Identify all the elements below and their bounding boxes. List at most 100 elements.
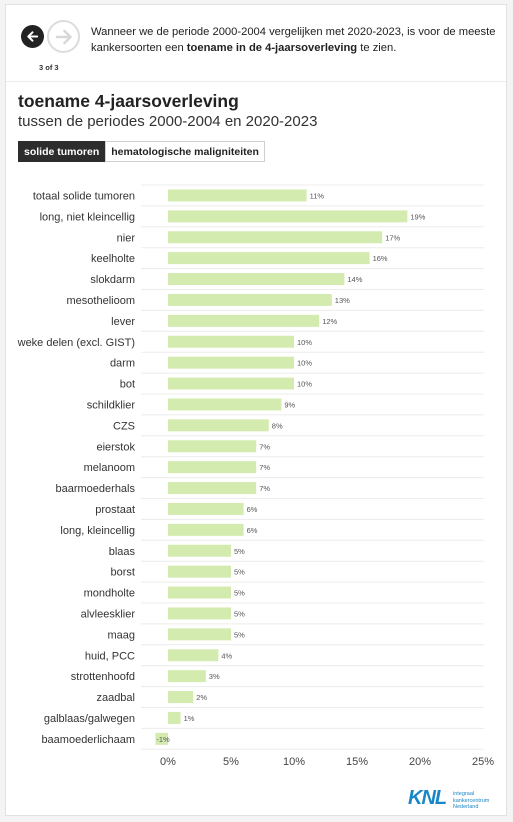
x-tick-label: 0% <box>160 756 176 768</box>
category-label: long, niet kleincellig <box>40 211 135 223</box>
bar <box>168 711 181 724</box>
bar <box>168 586 231 599</box>
value-label: 19% <box>410 212 425 221</box>
intro-text-after: te zien. <box>357 42 397 54</box>
category-label: maag <box>107 629 135 641</box>
value-label: 13% <box>335 296 350 305</box>
bar <box>168 314 320 327</box>
previous-button[interactable] <box>21 25 44 48</box>
value-label: 6% <box>247 526 258 535</box>
category-label: blaas <box>109 546 136 558</box>
category-label: melanoom <box>84 462 135 474</box>
category-label: darm <box>110 358 135 370</box>
intro-text: Wanneer we de periode 2000-2004 vergelij… <box>91 24 496 56</box>
bar <box>168 649 219 662</box>
value-label: 14% <box>347 275 362 284</box>
value-label: 7% <box>259 442 270 451</box>
category-label: mesothelioom <box>67 295 135 307</box>
logo-mark: KNL <box>408 787 447 809</box>
bar <box>168 544 231 557</box>
x-tick-label: 25% <box>472 756 494 768</box>
chart-title: toename 4-jaarsoverleving <box>18 91 239 111</box>
x-tick-label: 20% <box>409 756 431 768</box>
bar-chart: 0% 5% 10% 15% 20% 25% totaal solide tumoren 11%… <box>17 184 494 768</box>
tab-bar: solide tumoren hematologische malignitei… <box>18 141 265 162</box>
value-label: 10% <box>297 380 312 389</box>
bar <box>168 398 282 411</box>
bar <box>168 356 294 369</box>
bar <box>168 231 383 244</box>
category-label: huid, PCC <box>85 650 135 662</box>
value-label: 2% <box>196 693 207 702</box>
bar <box>168 440 257 453</box>
tab-hematologische-maligniteiten[interactable]: hematologische maligniteiten <box>105 141 265 162</box>
value-label: 10% <box>297 338 312 347</box>
category-label: long, kleincellig <box>60 525 135 537</box>
logo-text: integraal kankercentrum Nederland <box>453 791 489 811</box>
tab-solide-tumoren[interactable]: solide tumoren <box>18 141 106 162</box>
bar <box>168 607 231 620</box>
category-label: bot <box>120 379 135 391</box>
category-label: mondholte <box>84 588 135 600</box>
logo-line-2: kankercentrum <box>453 797 490 804</box>
category-label: eierstok <box>96 441 135 453</box>
logo-line-3: Nederland <box>453 804 479 810</box>
bar <box>168 670 206 683</box>
category-label: strottenhoofd <box>71 671 135 683</box>
category-label: schildklier <box>87 399 136 411</box>
bar <box>168 419 269 432</box>
category-label: zaadbal <box>96 692 135 704</box>
value-label: 1% <box>184 714 195 723</box>
knl-logo[interactable]: KNL integraal kankercentrum Nederland <box>408 787 500 813</box>
chart-subtitle: tussen de periodes 2000-2004 en 2020-202… <box>18 113 318 130</box>
x-tick-label: 5% <box>223 756 239 768</box>
intro-text-bold: toename in de 4-jaarsoverleving <box>186 42 358 54</box>
category-label: nier <box>117 232 136 244</box>
arrow-right-icon <box>55 29 72 44</box>
value-label: 9% <box>284 400 295 409</box>
value-label: 6% <box>247 505 258 514</box>
value-label: 12% <box>322 317 337 326</box>
value-label: 5% <box>234 568 245 577</box>
value-label: -1% <box>156 735 170 744</box>
bar <box>168 628 231 641</box>
bar <box>168 502 244 515</box>
value-label: 17% <box>385 233 400 242</box>
category-label: alvleesklier <box>81 608 136 620</box>
bar <box>168 335 294 348</box>
bar <box>168 210 408 223</box>
bar <box>168 189 307 202</box>
x-tick-label: 10% <box>283 756 305 768</box>
next-button[interactable] <box>47 20 80 53</box>
chart-card: 3 of 3 Wanneer we de periode 2000-2004 v… <box>5 4 507 816</box>
x-tick-label: 15% <box>346 756 368 768</box>
category-label: keelholte <box>91 253 135 265</box>
value-label: 11% <box>310 191 325 200</box>
step-indicator: 3 of 3 <box>39 63 59 72</box>
category-label: galblaas/galwegen <box>44 713 135 725</box>
value-label: 7% <box>259 484 270 493</box>
category-label: borst <box>111 567 135 579</box>
category-label: weke delen (excl. GIST) <box>17 337 135 349</box>
category-label: prostaat <box>95 504 135 516</box>
intro-text-before: Wanneer we de periode 2000-2004 vergelij… <box>91 26 496 54</box>
value-label: 8% <box>272 421 283 430</box>
value-label: 5% <box>234 609 245 618</box>
value-label: 3% <box>209 672 220 681</box>
value-label: 16% <box>373 254 388 263</box>
category-label: lever <box>111 316 135 328</box>
navigation: 3 of 3 <box>17 19 97 75</box>
bar <box>168 273 345 286</box>
category-label: baamoederlichaam <box>41 734 135 746</box>
logo-line-1: integraal <box>453 791 475 797</box>
category-label: baarmoederhals <box>56 483 136 495</box>
bar <box>155 732 168 745</box>
bar <box>168 482 257 495</box>
value-label: 10% <box>297 359 312 368</box>
bar <box>168 565 231 578</box>
value-label: 5% <box>234 589 245 598</box>
bar <box>168 377 294 390</box>
divider <box>6 81 506 82</box>
bar <box>168 293 332 306</box>
bar <box>168 523 244 536</box>
